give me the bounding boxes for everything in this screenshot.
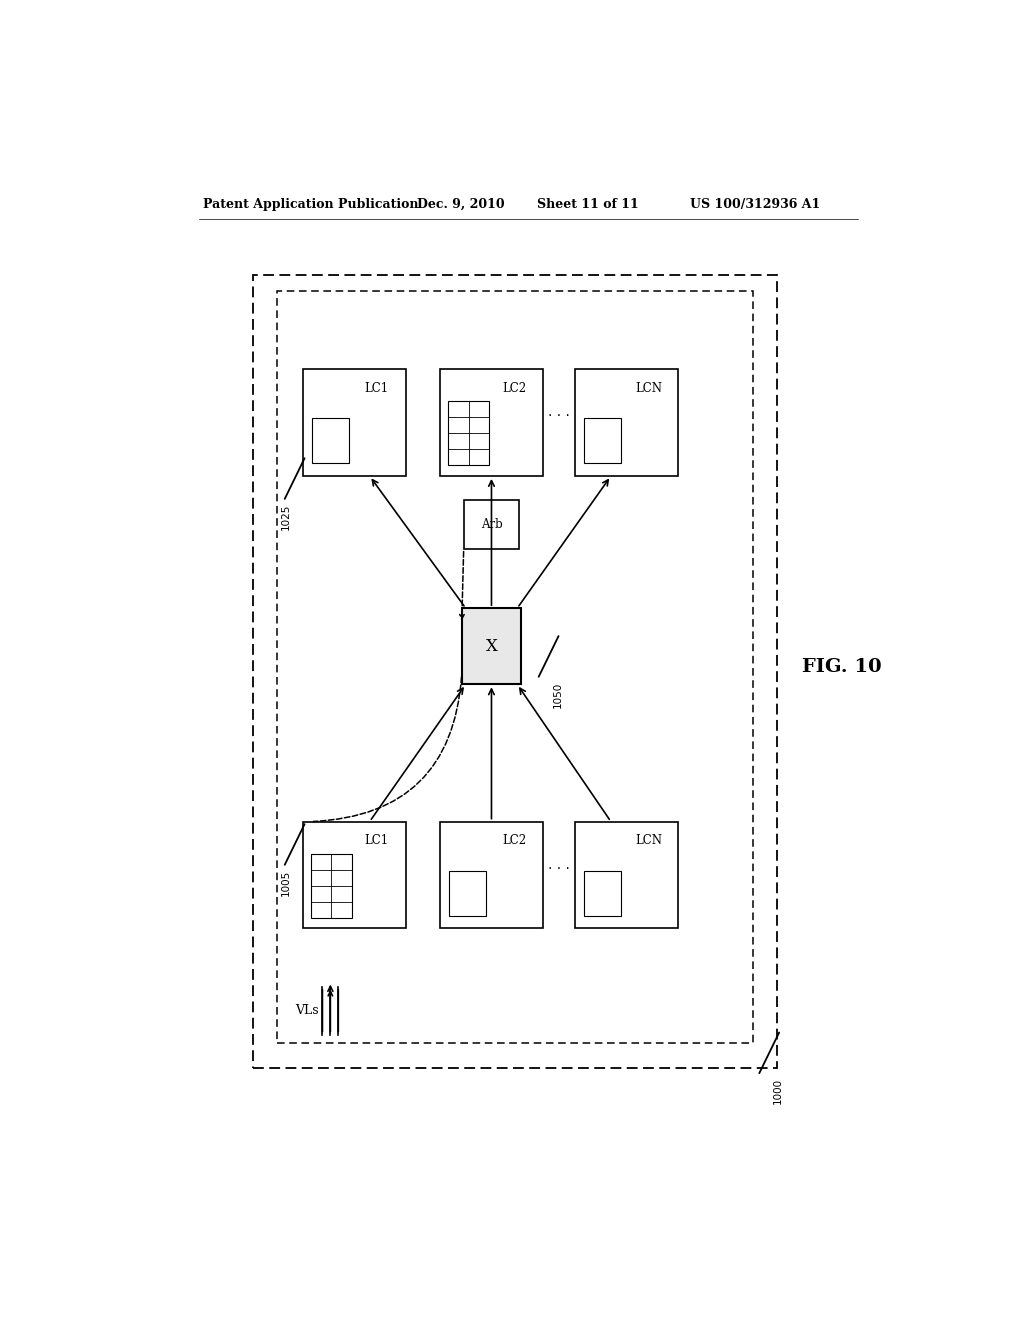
Text: LCN: LCN xyxy=(636,834,663,847)
Text: VLs: VLs xyxy=(295,1005,318,1018)
Text: X: X xyxy=(485,638,498,655)
Text: US 100/312936 A1: US 100/312936 A1 xyxy=(690,198,820,211)
Text: LCN: LCN xyxy=(636,381,663,395)
Text: LC2: LC2 xyxy=(502,834,526,847)
Text: LC2: LC2 xyxy=(502,381,526,395)
Text: 1000: 1000 xyxy=(773,1078,783,1105)
Bar xyxy=(440,370,543,477)
Bar xyxy=(450,871,486,916)
Bar xyxy=(440,821,543,928)
Text: 1005: 1005 xyxy=(281,870,291,896)
Text: Sheet 11 of 11: Sheet 11 of 11 xyxy=(538,198,639,211)
Bar xyxy=(311,854,352,917)
Bar xyxy=(303,370,406,477)
Text: LC1: LC1 xyxy=(365,834,389,847)
Bar xyxy=(574,370,678,477)
FancyArrowPatch shape xyxy=(313,677,462,821)
Bar xyxy=(278,290,754,1043)
Text: 1025: 1025 xyxy=(281,504,291,531)
Bar xyxy=(464,500,519,549)
Bar xyxy=(449,401,489,466)
Bar xyxy=(584,418,622,463)
Bar xyxy=(312,418,349,463)
Text: LC1: LC1 xyxy=(365,381,389,395)
Bar xyxy=(574,821,678,928)
Bar xyxy=(584,871,622,916)
Bar xyxy=(253,276,777,1068)
Bar xyxy=(462,609,521,684)
Text: FIG. 10: FIG. 10 xyxy=(803,657,882,676)
Text: . . .: . . . xyxy=(548,858,570,871)
Bar xyxy=(303,821,406,928)
Text: . . .: . . . xyxy=(548,405,570,420)
Text: Arb: Arb xyxy=(480,517,503,531)
Text: Patent Application Publication: Patent Application Publication xyxy=(204,198,419,211)
Text: Dec. 9, 2010: Dec. 9, 2010 xyxy=(418,198,505,211)
Text: 1050: 1050 xyxy=(553,682,562,708)
